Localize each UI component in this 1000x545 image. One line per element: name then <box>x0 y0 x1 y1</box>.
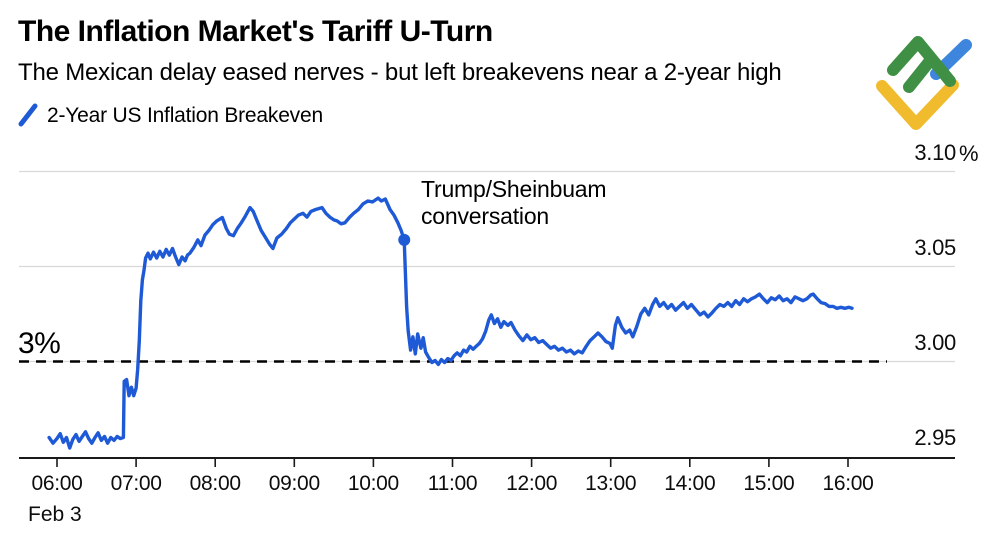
brand-logo-icon <box>876 36 972 130</box>
event-annotation: Trump/Sheinbuam conversation <box>421 176 607 230</box>
logo-green-chevron <box>887 36 956 87</box>
breakeven-series-line <box>47 196 854 450</box>
page-title: The Inflation Market's Tariff U-Turn <box>18 15 493 48</box>
series-color-slash-icon <box>18 103 38 127</box>
page-subtitle: The Mexican delay eased nerves - but lef… <box>18 59 782 86</box>
reference-line-label: 3% <box>18 327 61 360</box>
event-marker-dot <box>398 233 411 246</box>
logo-yellow-check <box>876 79 959 130</box>
event-annotation-line1: Trump/Sheinbuam <box>421 176 607 202</box>
legend-series-label: 2-Year US Inflation Breakeven <box>47 104 323 127</box>
logo-green-inner-stroke <box>903 56 935 93</box>
chart-legend: 2-Year US Inflation Breakeven <box>18 103 323 128</box>
event-annotation-line2: conversation <box>421 203 550 229</box>
